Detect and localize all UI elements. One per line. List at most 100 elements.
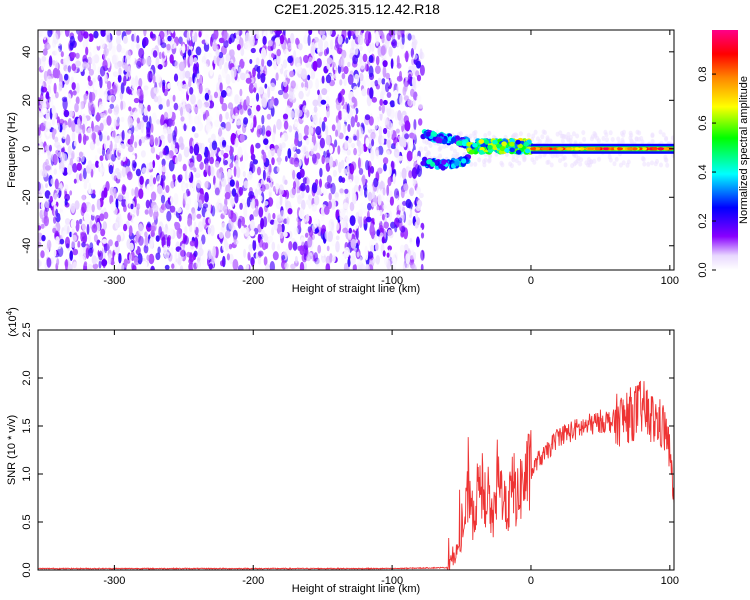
noise-cell	[337, 92, 342, 104]
noise-cell	[342, 202, 349, 210]
noise-cell	[187, 217, 193, 227]
noise-cell	[108, 39, 113, 51]
noise-cell	[83, 167, 87, 180]
noise-cell	[97, 74, 101, 82]
noise-cell	[116, 43, 122, 53]
noise-cell	[67, 118, 72, 128]
noise-cell	[81, 202, 87, 214]
noise-cell	[183, 146, 190, 158]
noise-cell	[77, 240, 81, 248]
noise-cell	[220, 149, 225, 156]
noise-cell	[118, 217, 123, 228]
echo-cell	[487, 144, 493, 150]
noise-cell	[249, 59, 253, 64]
colorbar-tick-label: 0.6	[697, 115, 709, 130]
echo-fringe	[549, 162, 554, 168]
noise-cell	[264, 204, 268, 213]
noise-cell	[293, 50, 297, 61]
noise-cell	[368, 31, 372, 44]
noise-cell	[168, 159, 175, 172]
echo-fringe	[562, 134, 567, 139]
noise-cell	[287, 148, 292, 159]
noise-cell	[115, 221, 119, 230]
noise-cell	[322, 188, 328, 196]
noise-cell	[255, 92, 260, 102]
noise-cell	[224, 144, 231, 153]
noise-cell	[96, 198, 101, 210]
echo-fringe	[596, 138, 601, 144]
noise-cell	[371, 202, 376, 208]
colorbar-gradient	[712, 30, 738, 270]
noise-cell	[301, 218, 307, 224]
noise-cell	[272, 186, 276, 192]
echo-fringe	[438, 153, 443, 159]
noise-cell	[310, 69, 316, 80]
noise-cell	[55, 208, 59, 217]
noise-cell	[247, 171, 253, 181]
noise-cell	[367, 103, 371, 115]
noise-cell	[404, 120, 411, 132]
noise-cell	[248, 117, 254, 130]
noise-cell	[136, 207, 140, 217]
noise-cell	[237, 146, 243, 158]
noise-cell	[103, 48, 107, 61]
noise-cell	[355, 211, 360, 220]
noise-cell	[250, 47, 256, 54]
noise-cell	[76, 209, 80, 218]
noise-cell	[177, 80, 183, 92]
noise-cell	[327, 230, 333, 243]
noise-cell	[147, 70, 153, 83]
noise-cell	[308, 227, 314, 237]
noise-cell	[135, 43, 140, 49]
noise-cell	[144, 231, 148, 238]
noise-cell	[180, 250, 185, 257]
noise-cell	[412, 264, 417, 270]
noise-cell	[114, 62, 120, 69]
noise-cell	[265, 263, 270, 270]
colorbar-tick-label: 0.4	[697, 164, 709, 179]
noise-cell	[158, 103, 163, 110]
noise-cell	[87, 127, 93, 135]
noise-cell	[351, 142, 356, 149]
noise-cell	[282, 92, 289, 100]
noise-cell	[197, 99, 203, 109]
noise-cell	[128, 97, 134, 105]
noise-cell	[336, 120, 341, 132]
noise-cell	[162, 79, 166, 87]
noise-cell	[52, 67, 59, 79]
noise-cell	[65, 243, 70, 249]
noise-cell	[389, 196, 394, 206]
noise-cell	[282, 113, 289, 120]
echo-fringe	[458, 131, 463, 137]
noise-cell	[312, 60, 318, 72]
noise-cell	[59, 238, 65, 245]
noise-cell	[377, 77, 382, 86]
noise-cell	[317, 95, 323, 107]
echo-cell	[594, 147, 601, 151]
noise-cell	[381, 236, 385, 244]
colorbar-ticks: 0.0 0.2 0.4 0.6 0.8	[697, 66, 716, 278]
noise-cell	[307, 199, 312, 209]
noise-cell	[63, 73, 69, 81]
noise-cell	[75, 149, 80, 161]
noise-cell	[88, 182, 92, 194]
noise-cell	[294, 255, 298, 264]
noise-cell	[203, 63, 209, 75]
echo-fringe	[514, 158, 519, 164]
noise-cell	[140, 119, 145, 128]
noise-cell	[40, 81, 44, 88]
noise-cell	[330, 198, 337, 210]
noise-cell	[223, 39, 229, 49]
noise-cell	[349, 163, 355, 175]
noise-cell	[343, 168, 347, 175]
noise-cell	[186, 159, 190, 165]
noise-cell	[129, 135, 133, 148]
noise-cell	[38, 181, 41, 192]
noise-cell	[148, 161, 153, 170]
echo-cell	[509, 141, 515, 147]
noise-cell	[347, 257, 351, 268]
noise-cell	[319, 178, 322, 188]
noise-cell	[269, 219, 275, 225]
noise-cell	[361, 174, 366, 186]
noise-cell	[324, 230, 329, 240]
